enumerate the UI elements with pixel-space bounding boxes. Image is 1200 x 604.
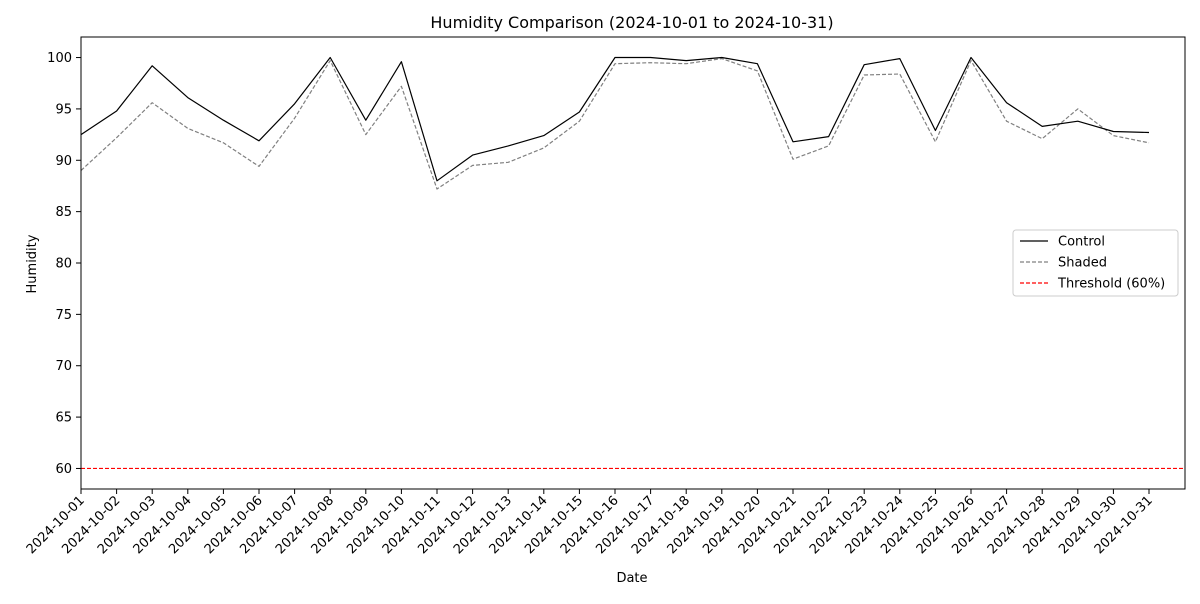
y-tick-label: 65 [55,411,72,426]
y-tick-label: 80 [55,257,72,272]
plot-area: 60657075808590951002024-10-012024-10-022… [24,51,1185,557]
y-tick-label: 90 [55,154,72,169]
plot-frame [80,36,1186,490]
y-tick-label: 100 [47,51,72,66]
y-tick-label: 60 [55,462,72,477]
y-tick-label: 70 [55,359,72,374]
y-tick-label: 95 [55,102,72,117]
y-tick-label: 75 [55,308,72,323]
legend: Control Shaded Threshold (60%) [1012,229,1179,297]
legend-label: Threshold (60%) [1057,277,1165,292]
y-tick-label: 85 [55,205,72,220]
series-line-control [80,56,1150,182]
chart-title: Humidity Comparison (2024-10-01 to 2024-… [430,13,833,32]
series-line-shaded [80,57,1150,190]
x-axis-label: Date [616,571,647,586]
legend-label: Shaded [1058,256,1107,271]
legend-label: Control [1058,235,1105,250]
y-axis-label: Humidity [25,234,40,293]
legend-box [1012,229,1179,297]
